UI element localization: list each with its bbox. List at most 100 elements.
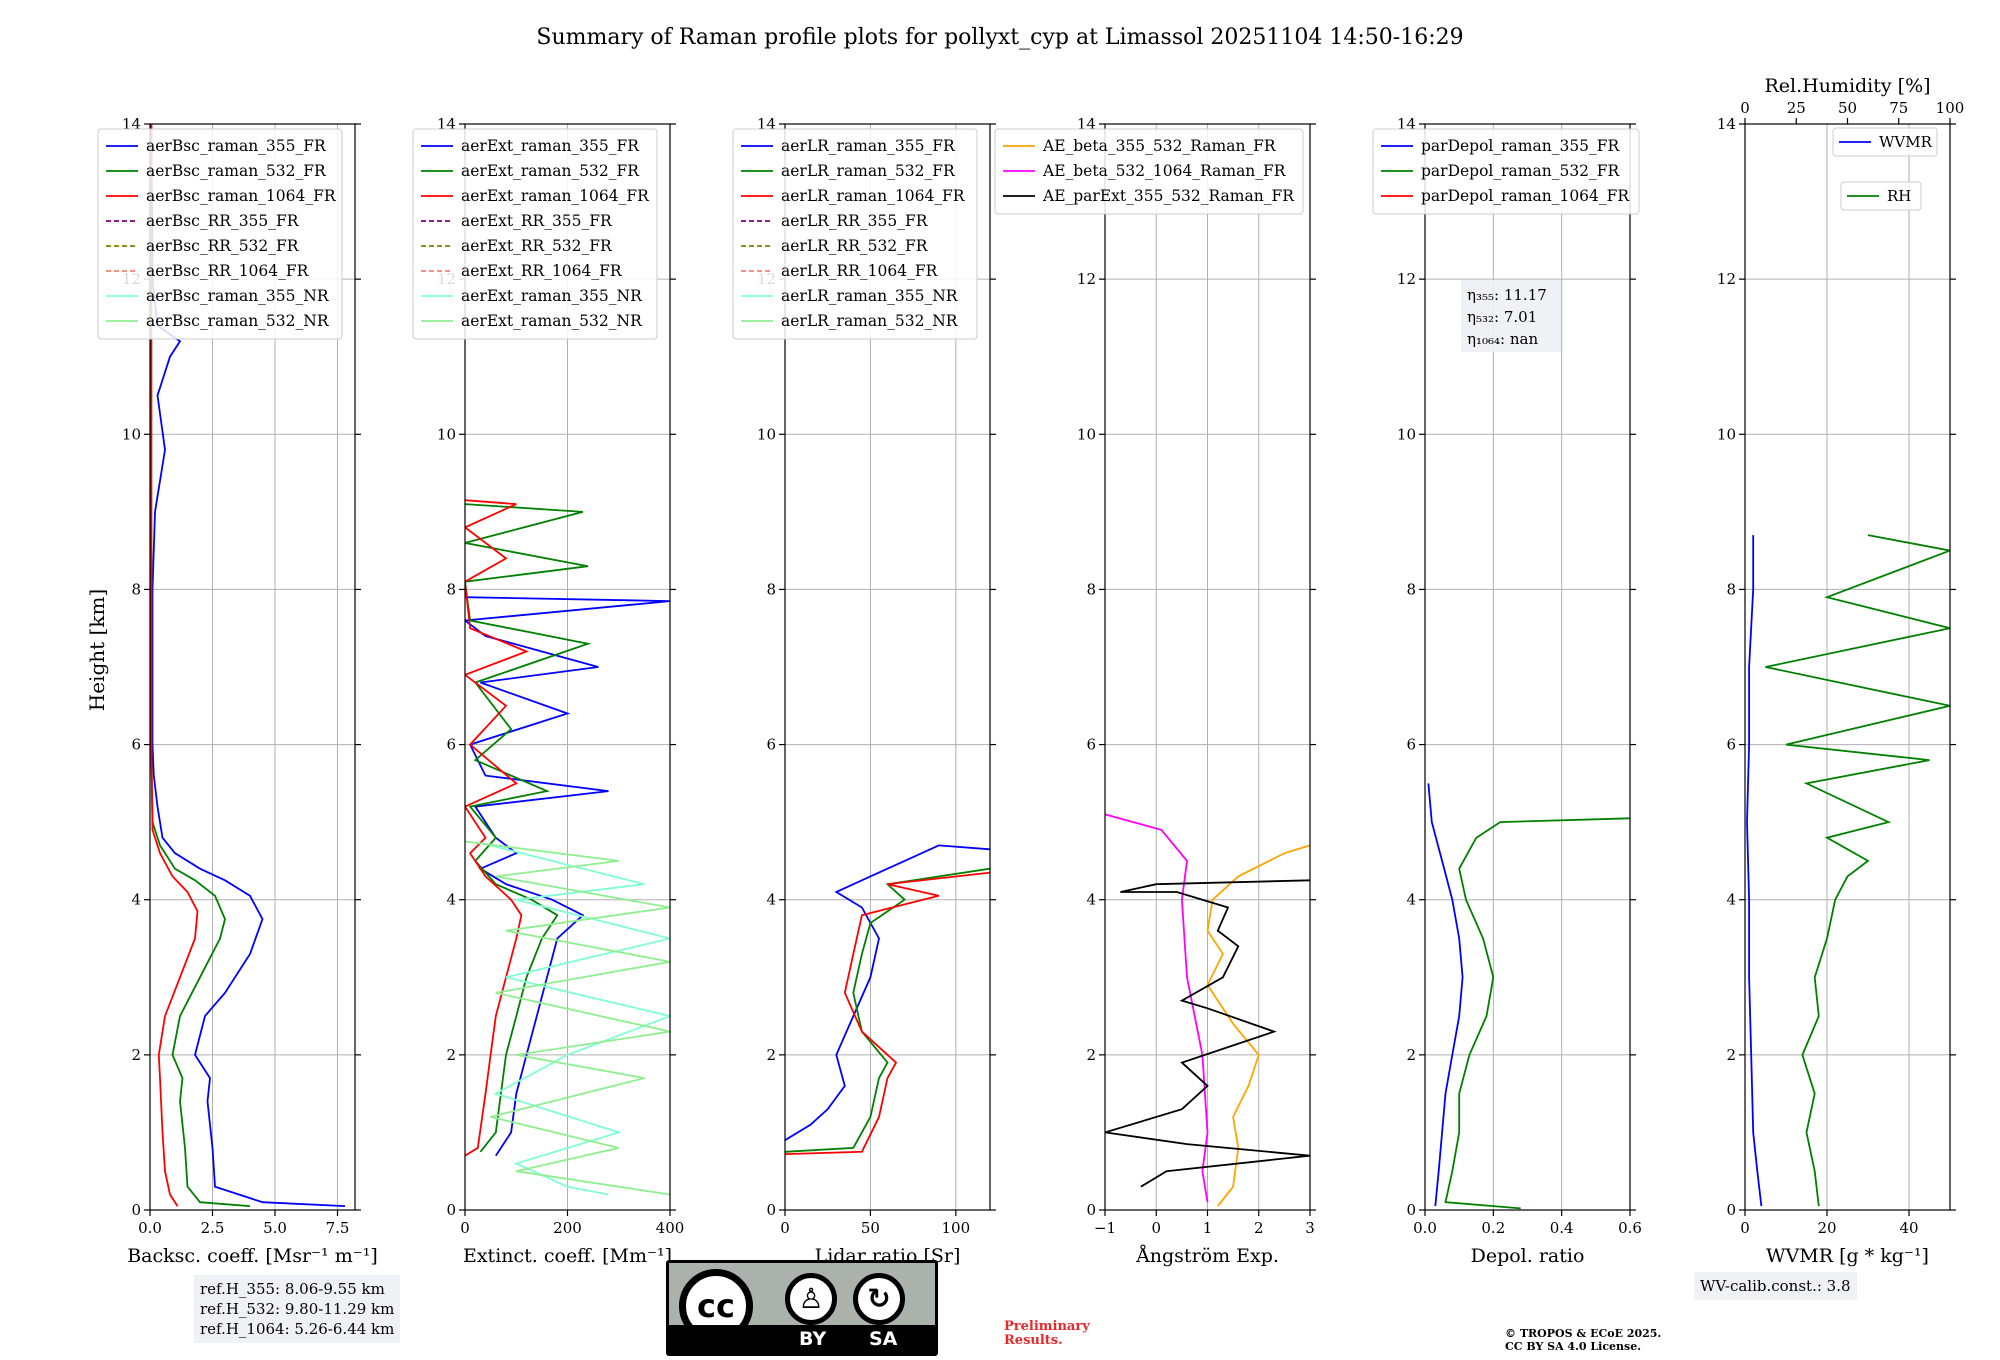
y-tick-label: 4 (446, 891, 456, 909)
legend-label: aerExt_raman_532_FR (461, 162, 640, 180)
x-tick-label: 200 (553, 1219, 582, 1237)
top-x-tick-label: 100 (1936, 99, 1965, 117)
series-group (465, 499, 670, 1196)
series-aerBsc_raman_355_FR (150, 124, 346, 1207)
x-axis-label: WVMR [g * kg⁻¹] (1766, 1245, 1929, 1267)
x-tick-label: −1 (1094, 1219, 1116, 1237)
legend: parDepol_raman_355_FR parDepol_raman_532_… (1372, 128, 1640, 215)
x-axis-label: Ångström Exp. (1135, 1245, 1279, 1267)
legend-label: aerExt_raman_355_FR (461, 137, 640, 155)
share-alike-icon: ↻ (853, 1273, 905, 1325)
y-tick-label: 12 (1717, 270, 1736, 288)
x-tick-label: 5.0 (263, 1219, 287, 1237)
annotation-eta1064_label: η₁₀₆₄: nan (1467, 330, 1538, 348)
legend-RH: RH (1840, 181, 1922, 211)
annotation-eta532_label: η₅₃₂: 7.01 (1467, 308, 1537, 326)
y-tick-label: 10 (122, 425, 141, 443)
series-AE_parExt_355_532_Raman_FR (1105, 879, 1310, 1188)
eta-annotation: η₃₅₅: 11.17 η₅₃₂: 7.01 η₁₀₆₄: nan (1461, 280, 1561, 352)
axes-frame (1744, 123, 1951, 1211)
y-tick-label: 6 (766, 736, 776, 754)
legend-label: aerBsc_RR_355_FR (146, 212, 300, 230)
legend-label: parDepol_raman_532_FR (1421, 162, 1621, 180)
series-aerExt_raman_532_NR (465, 840, 670, 1196)
series-group (1105, 813, 1310, 1207)
copyright-note: © TROPOS & ECoE 2025. CC BY SA 4.0 Licen… (1505, 1327, 1661, 1353)
series-parDepol_raman_355_FR (1427, 783, 1464, 1207)
series-aerExt_raman_532_FR (465, 503, 592, 1153)
y-tick-label: 0 (1406, 1201, 1416, 1219)
legend-label: aerLR_raman_532_NR (781, 312, 959, 330)
x-tick-label: 0 (460, 1219, 470, 1237)
legend-box (97, 128, 343, 340)
legend-label: aerLR_RR_532_FR (781, 237, 929, 255)
series-AE_beta_355_532_Raman_FR (1206, 844, 1310, 1207)
x-tick-label: 0 (1740, 1219, 1750, 1237)
y-tick-label: 4 (1086, 891, 1096, 909)
y-axis-label: Height [km] (85, 589, 109, 711)
x-tick-label: 20 (1817, 1219, 1836, 1237)
x-tick-label: 400 (656, 1219, 685, 1237)
y-tick-label: 8 (766, 580, 776, 598)
legend-label: AE_beta_355_532_Raman_FR (1042, 137, 1277, 155)
preliminary-line-1: Preliminary (1004, 1319, 1090, 1334)
y-tick-label: 10 (1077, 425, 1096, 443)
x-tick-label: 2 (1254, 1219, 1264, 1237)
x-tick-label: 3 (1305, 1219, 1315, 1237)
axes-frame (1424, 123, 1631, 1211)
y-tick-label: 6 (131, 736, 141, 754)
legend-box (412, 128, 658, 340)
y-tick-label: 4 (1406, 891, 1416, 909)
legend-label: aerLR_raman_355_NR (781, 287, 959, 305)
copyright-line-1: © TROPOS & ECoE 2025. (1505, 1327, 1662, 1340)
y-tick-label: 10 (1397, 425, 1416, 443)
x-axis-label: Extinct. coeff. [Mm⁻¹] (463, 1245, 672, 1267)
y-tick-label: 2 (1086, 1046, 1096, 1064)
attribution-icon: ♙ (785, 1273, 837, 1325)
x-tick-label: 0.4 (1550, 1219, 1574, 1237)
y-tick-label: 0 (1086, 1201, 1096, 1219)
series-aerExt_raman_1064_FR (465, 499, 529, 1157)
top-x-tick-label: 50 (1838, 99, 1857, 117)
preliminary-line-2: Results. (1004, 1333, 1063, 1348)
y-tick-label: 0 (766, 1201, 776, 1219)
legend-label: WVMR (1879, 133, 1933, 151)
legend-label: aerBsc_raman_355_FR (146, 137, 327, 155)
legend-label: aerLR_raman_532_FR (781, 162, 956, 180)
y-tick-label: 2 (446, 1046, 456, 1064)
legend-label: aerBsc_RR_1064_FR (146, 262, 310, 280)
series-aerExt_raman_355_FR (465, 596, 670, 1157)
preliminary-note: Preliminary Results. (1004, 1320, 1090, 1348)
y-tick-label: 8 (131, 580, 141, 598)
legend-label: aerLR_raman_1064_FR (781, 187, 966, 205)
panel-lidar_ratio: 02468101214050100Lidar ratio [Sr]aerLR_r… (732, 115, 996, 1267)
y-tick-label: 2 (1726, 1046, 1736, 1064)
y-tick-label: 10 (437, 425, 456, 443)
reference-height-box: ref.H_355: 8.06-9.55 km ref.H_532: 9.80-… (194, 1275, 401, 1343)
y-tick-label: 14 (1717, 115, 1736, 133)
legend-label: aerExt_RR_532_FR (461, 237, 613, 255)
series-WVMR (1746, 535, 1763, 1207)
x-axis-label: Depol. ratio (1471, 1245, 1585, 1267)
legend-label: RH (1887, 187, 1911, 205)
top-x-tick-label: 0 (1740, 99, 1750, 117)
y-tick-label: 8 (1086, 580, 1096, 598)
x-tick-label: 7.5 (326, 1219, 350, 1237)
y-tick-label: 4 (766, 891, 776, 909)
ref-height-355: ref.H_355: 8.06-9.55 km (200, 1280, 385, 1298)
y-tick-label: 6 (1726, 736, 1736, 754)
y-tick-label: 2 (131, 1046, 141, 1064)
y-tick-label: 12 (1077, 270, 1096, 288)
series-aerLR_raman_355_FR (785, 844, 990, 1141)
series-aerBsc_raman_532_FR (150, 124, 251, 1207)
sa-label: SA (869, 1328, 898, 1350)
series-aerLR_raman_1064_FR (785, 871, 990, 1155)
wv-calib-const: WV-calib.const.: 3.8 (1700, 1277, 1851, 1295)
y-tick-label: 4 (131, 891, 141, 909)
y-tick-label: 2 (1406, 1046, 1416, 1064)
y-tick-label: 6 (446, 736, 456, 754)
legend: aerExt_raman_355_FR aerExt_raman_532_FRae… (412, 128, 658, 340)
y-tick-label: 0 (131, 1201, 141, 1219)
by-label: BY (799, 1328, 827, 1350)
